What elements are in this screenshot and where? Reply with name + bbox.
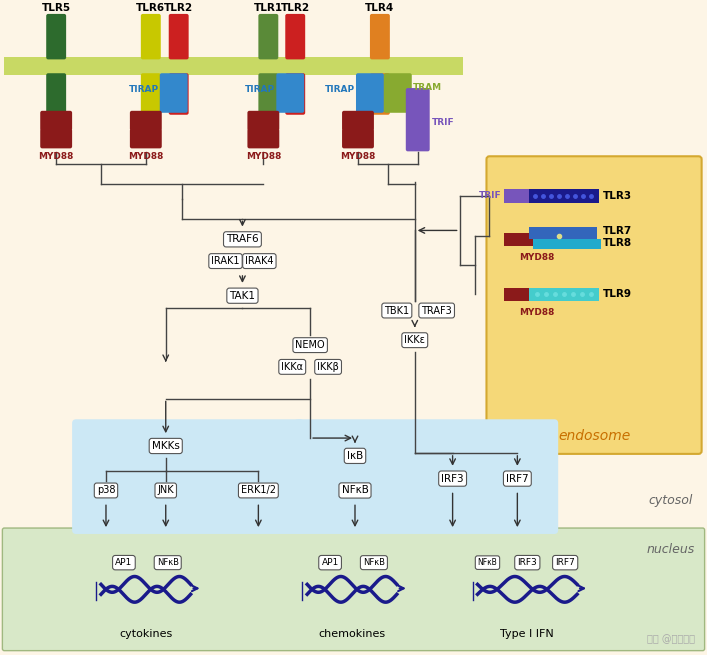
Bar	[504, 189, 544, 203]
Text: IRF3: IRF3	[441, 474, 464, 483]
Text: TRIF: TRIF	[432, 118, 455, 127]
Text: TLR9: TLR9	[603, 289, 632, 299]
Bar	[4, 58, 462, 75]
FancyBboxPatch shape	[258, 73, 279, 115]
Text: NFκB: NFκB	[363, 558, 385, 567]
Text: TLR2: TLR2	[164, 3, 193, 13]
Text: Type I IFN: Type I IFN	[501, 629, 554, 639]
Text: AP1: AP1	[322, 558, 339, 567]
Text: cytokines: cytokines	[119, 629, 173, 639]
Text: nucleus: nucleus	[647, 543, 695, 556]
FancyBboxPatch shape	[247, 111, 279, 130]
Text: endosome: endosome	[558, 429, 630, 443]
Text: IκB: IκB	[347, 451, 363, 461]
Text: IRF7: IRF7	[506, 474, 529, 483]
FancyBboxPatch shape	[384, 73, 411, 113]
Text: TBK1: TBK1	[385, 305, 409, 316]
FancyBboxPatch shape	[160, 73, 187, 113]
Text: NEMO: NEMO	[296, 340, 325, 350]
Text: TIRAP: TIRAP	[325, 84, 355, 94]
FancyBboxPatch shape	[169, 14, 189, 60]
FancyBboxPatch shape	[486, 157, 701, 454]
FancyBboxPatch shape	[294, 419, 420, 534]
FancyBboxPatch shape	[46, 73, 66, 115]
FancyBboxPatch shape	[40, 128, 72, 149]
Text: MYD88: MYD88	[245, 153, 281, 161]
FancyBboxPatch shape	[276, 73, 304, 113]
FancyBboxPatch shape	[285, 14, 305, 60]
Text: IKKε: IKKε	[404, 335, 425, 345]
FancyBboxPatch shape	[130, 128, 162, 149]
Text: TLR7: TLR7	[603, 227, 632, 236]
Text: TLR5: TLR5	[42, 3, 71, 13]
Text: TIRAP: TIRAP	[245, 84, 275, 94]
Text: MYD88: MYD88	[520, 308, 555, 316]
Bar	[530, 227, 597, 239]
Text: NFκB: NFκB	[341, 485, 368, 495]
Text: TLR4: TLR4	[366, 3, 395, 13]
Bar	[544, 288, 572, 301]
Text: TLR2: TLR2	[281, 3, 310, 13]
Text: IKKβ: IKKβ	[317, 362, 339, 372]
FancyBboxPatch shape	[356, 73, 384, 113]
FancyBboxPatch shape	[46, 14, 66, 60]
Text: TIRAP: TIRAP	[129, 84, 159, 94]
FancyBboxPatch shape	[130, 111, 162, 130]
FancyBboxPatch shape	[169, 73, 189, 115]
FancyBboxPatch shape	[406, 88, 430, 151]
Bar	[533, 239, 601, 249]
Text: TLR6: TLR6	[136, 3, 165, 13]
Text: IKKα: IKKα	[281, 362, 303, 372]
Text: cytosol: cytosol	[648, 494, 693, 507]
Text: TLR1: TLR1	[254, 3, 283, 13]
Text: TAK1: TAK1	[230, 291, 255, 301]
FancyBboxPatch shape	[2, 528, 705, 650]
Text: TRIF: TRIF	[479, 191, 501, 200]
Text: p38: p38	[97, 485, 115, 495]
Text: TRAF6: TRAF6	[226, 234, 259, 244]
Text: 知乎 @哺牙田鼠: 知乎 @哺牙田鼠	[647, 634, 695, 644]
FancyBboxPatch shape	[370, 73, 390, 115]
Bar	[504, 288, 542, 301]
Text: JNK: JNK	[158, 485, 174, 495]
FancyBboxPatch shape	[342, 111, 374, 130]
FancyBboxPatch shape	[141, 14, 160, 60]
Text: TLR3: TLR3	[603, 191, 632, 201]
Text: MKKs: MKKs	[152, 441, 180, 451]
Text: TRAM: TRAM	[413, 83, 442, 92]
FancyBboxPatch shape	[72, 419, 304, 534]
FancyBboxPatch shape	[342, 128, 374, 149]
Text: IRF7: IRF7	[555, 558, 575, 567]
Text: IRAK1: IRAK1	[211, 256, 240, 266]
Bar	[530, 288, 599, 301]
Text: MYD88: MYD88	[128, 153, 163, 161]
Text: MYD88: MYD88	[520, 253, 555, 262]
Text: NFκB: NFκB	[157, 558, 179, 567]
FancyBboxPatch shape	[247, 128, 279, 149]
FancyBboxPatch shape	[370, 14, 390, 60]
Text: MYD88: MYD88	[38, 153, 74, 161]
Bar	[504, 233, 542, 246]
Text: AP1: AP1	[115, 558, 132, 567]
FancyBboxPatch shape	[411, 419, 559, 534]
Bar	[530, 189, 599, 203]
FancyBboxPatch shape	[285, 73, 305, 115]
Text: MYD88: MYD88	[340, 153, 375, 161]
FancyBboxPatch shape	[141, 73, 160, 115]
Text: IRF3: IRF3	[518, 558, 537, 567]
Text: chemokines: chemokines	[318, 629, 385, 639]
Bar	[544, 233, 572, 246]
Text: ERK1/2: ERK1/2	[241, 485, 276, 495]
Text: IRAK4: IRAK4	[245, 256, 274, 266]
Text: NFκB: NFκB	[478, 558, 497, 567]
Text: TLR8: TLR8	[603, 238, 632, 248]
FancyBboxPatch shape	[40, 111, 72, 130]
FancyBboxPatch shape	[258, 14, 279, 60]
Text: TRAF3: TRAF3	[421, 305, 452, 316]
